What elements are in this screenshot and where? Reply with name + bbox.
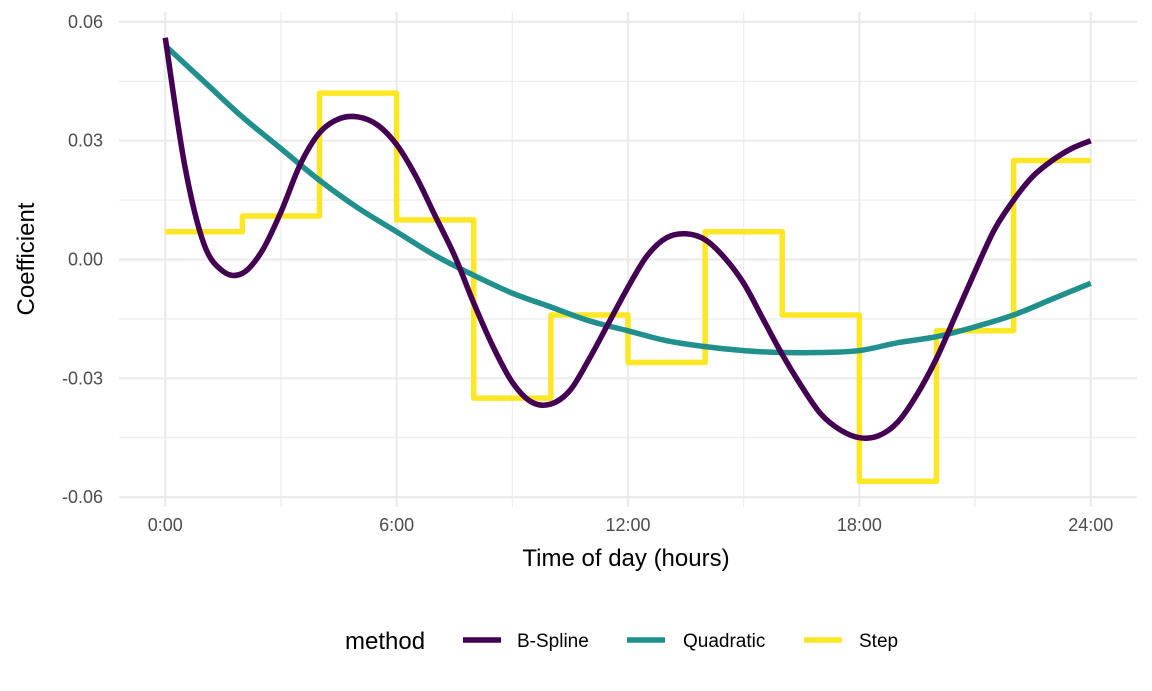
- y-axis-tick-labels: -0.06 -0.03 0.00 0.03 0.06: [62, 12, 103, 507]
- legend-label: Quadratic: [683, 631, 765, 652]
- grid: [119, 12, 1137, 507]
- legend-label: Step: [859, 631, 898, 652]
- y-tick-label: -0.06: [62, 487, 103, 507]
- series-line-step: [165, 90, 1091, 485]
- series-line-b-spline: [162, 37, 1092, 441]
- legend-label: B-Spline: [517, 631, 589, 652]
- y-tick-label: 0.03: [68, 131, 103, 151]
- legend-items: B-Spline Quadratic Step: [463, 631, 898, 652]
- x-axis-tick-labels: 0:00 6:00 12:00 18:00 24:00: [148, 515, 1114, 535]
- y-tick-label: -0.03: [62, 368, 103, 388]
- legend: method B-Spline Quadratic Step: [345, 628, 898, 655]
- x-tick-label: 24:00: [1068, 515, 1113, 535]
- y-tick-label: 0.00: [68, 250, 103, 270]
- legend-title: method: [345, 628, 425, 655]
- series-line-quadratic: [163, 43, 1092, 356]
- y-tick-label: 0.06: [68, 12, 103, 32]
- x-axis-title: Time of day (hours): [522, 545, 729, 572]
- plot-series: [162, 37, 1092, 485]
- x-tick-label: 0:00: [148, 515, 183, 535]
- x-tick-label: 12:00: [605, 515, 650, 535]
- x-tick-label: 6:00: [379, 515, 414, 535]
- y-axis-title: Coefficient: [13, 202, 40, 315]
- x-tick-label: 18:00: [837, 515, 882, 535]
